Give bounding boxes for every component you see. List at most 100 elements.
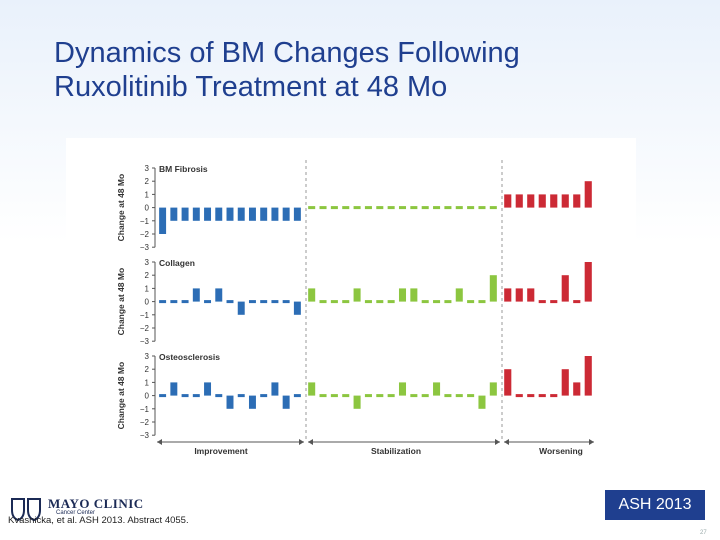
bar-worsening — [515, 288, 523, 302]
ash-2013-badge: ASH 2013 — [605, 490, 705, 520]
panel-title: Osteosclerosis — [159, 352, 220, 362]
y-tick-label: −2 — [140, 230, 150, 239]
bar-worsening — [538, 394, 546, 398]
bar-improvement — [215, 207, 223, 221]
bar-worsening — [515, 194, 523, 208]
bar-stabilization — [478, 206, 486, 210]
bar-improvement — [170, 382, 178, 396]
y-tick-label: 3 — [145, 352, 150, 361]
bar-stabilization — [342, 206, 350, 210]
bar-stabilization — [387, 394, 395, 398]
bar-stabilization — [444, 206, 452, 210]
bar-improvement — [237, 207, 245, 221]
bar-stabilization — [421, 206, 429, 210]
y-tick-label: −1 — [140, 217, 150, 226]
bar-worsening — [538, 194, 546, 208]
y-tick-label: 1 — [145, 378, 150, 387]
bar-worsening — [584, 356, 592, 396]
bar-improvement — [159, 394, 167, 398]
bar-improvement — [282, 395, 290, 409]
y-tick-label: 1 — [145, 284, 150, 293]
logo-name: MAYO CLINIC — [48, 496, 144, 511]
bar-improvement — [204, 382, 212, 396]
bar-stabilization — [444, 300, 452, 304]
bar-stabilization — [489, 382, 497, 396]
bar-stabilization — [308, 382, 316, 396]
bar-stabilization — [455, 394, 463, 398]
bar-improvement — [271, 382, 279, 396]
range-arrow-right — [589, 439, 594, 445]
bar-stabilization — [330, 206, 338, 210]
bm-changes-chart: 3 2 1 0 −1 −2 −3 Change at 48 Mo BM Fibrosis 3 2 1 0… — [116, 160, 594, 456]
bar-improvement — [192, 207, 200, 221]
bar-stabilization — [398, 206, 407, 210]
bar-improvement — [260, 300, 268, 304]
bar-improvement — [248, 207, 256, 221]
y-tick-label: 2 — [145, 177, 150, 186]
bar-stabilization — [410, 206, 418, 210]
bar-improvement — [271, 300, 279, 304]
y-tick-label: −2 — [140, 418, 150, 427]
bar-improvement — [237, 394, 245, 398]
bar-worsening — [573, 194, 581, 208]
bar-stabilization — [319, 206, 327, 210]
bar-worsening — [538, 300, 546, 304]
bar-stabilization — [308, 288, 316, 302]
logo-subtitle: Cancer Center — [56, 510, 96, 516]
bar-worsening — [561, 369, 569, 396]
range-arrow-right — [299, 439, 304, 445]
y-axis-title: Change at 48 Mo — [116, 362, 126, 430]
bar-stabilization — [387, 300, 395, 304]
bar-stabilization — [308, 206, 316, 210]
bar-improvement — [226, 395, 234, 409]
y-tick-label: −3 — [140, 431, 150, 440]
bar-stabilization — [330, 394, 338, 398]
bar-improvement — [192, 288, 200, 302]
bar-improvement — [170, 300, 178, 304]
bar-stabilization — [467, 206, 475, 210]
bar-stabilization — [364, 206, 372, 210]
bar-improvement — [181, 300, 189, 304]
panel-title: BM Fibrosis — [159, 164, 208, 174]
page-number: 27 — [700, 530, 707, 536]
group-label-stabilization: Stabilization — [371, 446, 421, 456]
y-tick-label: 0 — [145, 392, 150, 401]
bar-stabilization — [433, 382, 441, 396]
bar-stabilization — [444, 394, 452, 398]
bar-improvement — [215, 394, 223, 398]
bar-worsening — [573, 300, 581, 304]
bar-stabilization — [330, 300, 338, 304]
bar-stabilization — [467, 300, 475, 304]
range-arrow-left — [504, 439, 509, 445]
bar-worsening — [515, 394, 523, 398]
bar-improvement — [192, 394, 200, 398]
bar-stabilization — [319, 394, 327, 398]
bar-worsening — [504, 288, 512, 302]
group-label-improvement: Improvement — [194, 446, 248, 456]
bar-stabilization — [342, 394, 350, 398]
bar-improvement — [271, 207, 279, 221]
bar-stabilization — [319, 300, 327, 304]
bar-stabilization — [364, 394, 372, 398]
bar-stabilization — [467, 394, 475, 398]
bar-improvement — [181, 207, 189, 221]
bar-stabilization — [410, 288, 418, 302]
bar-improvement — [282, 300, 290, 304]
y-tick-label: −3 — [140, 243, 150, 252]
bar-improvement — [204, 207, 212, 221]
bar-stabilization — [489, 275, 497, 302]
bar-improvement — [204, 300, 212, 304]
bar-improvement — [215, 288, 223, 302]
bar-worsening — [550, 394, 558, 398]
y-tick-label: 3 — [145, 164, 150, 173]
bar-improvement — [260, 394, 268, 398]
bar-stabilization — [398, 382, 407, 396]
bar-worsening — [561, 194, 569, 208]
bar-improvement — [170, 207, 178, 221]
bar-stabilization — [421, 394, 429, 398]
y-tick-label: −2 — [140, 324, 150, 333]
panel-title: Collagen — [159, 258, 195, 268]
bar-improvement — [159, 300, 167, 304]
bar-improvement — [237, 301, 245, 315]
bar-worsening — [527, 394, 535, 398]
